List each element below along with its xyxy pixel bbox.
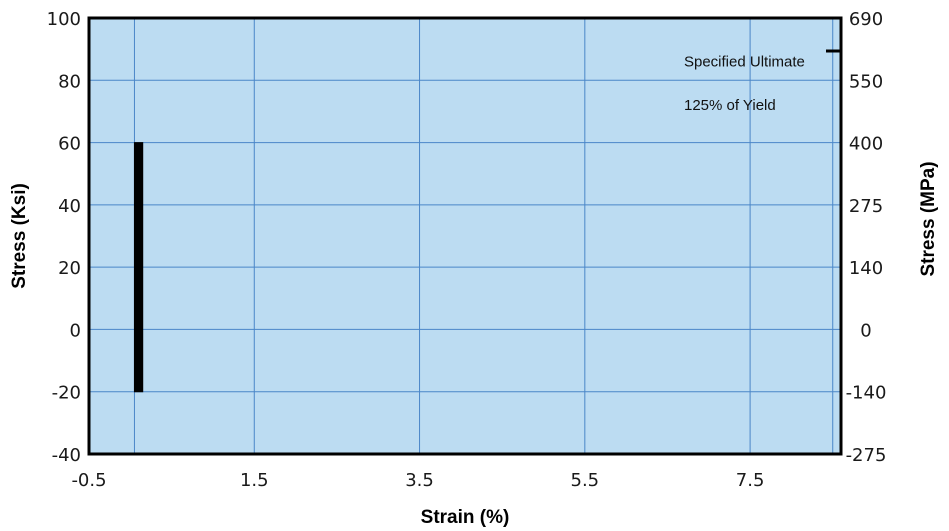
x-tick-label: 1.5 bbox=[240, 470, 269, 491]
plot-border bbox=[87, 16, 843, 456]
y2-axis-title: Stress (MPa) bbox=[918, 161, 939, 276]
x-axis-title: Strain (%) bbox=[421, 507, 510, 528]
y2-tick-label: 550 bbox=[849, 71, 883, 92]
annotation-label: Specified Ultimate bbox=[684, 53, 805, 70]
x-tick-label: 7.5 bbox=[736, 470, 765, 491]
x-tick-label: -0.5 bbox=[71, 470, 106, 491]
y2-tick-label: -140 bbox=[846, 383, 887, 404]
series-bar bbox=[133, 142, 144, 393]
y-tick-label: 100 bbox=[47, 9, 81, 30]
series-layer bbox=[133, 142, 144, 393]
plot-area bbox=[89, 18, 841, 454]
y-tick-label: -40 bbox=[52, 445, 81, 466]
y-tick-label: 0 bbox=[70, 320, 81, 341]
y2-tick-label: 275 bbox=[849, 196, 883, 217]
y2-tick-label: 140 bbox=[849, 258, 883, 279]
x-tick-label: 5.5 bbox=[571, 470, 600, 491]
y2-tick-label: 0 bbox=[860, 320, 871, 341]
y2-tick-label: -275 bbox=[846, 445, 887, 466]
y2-tick-label: 400 bbox=[849, 134, 883, 155]
y-tick-label: 20 bbox=[58, 258, 81, 279]
y-tick-label: 40 bbox=[58, 196, 81, 217]
annotation-label: 125% of Yield bbox=[684, 97, 776, 114]
y-tick-label: 60 bbox=[58, 134, 81, 155]
y2-tick-label: 690 bbox=[849, 9, 883, 30]
x-tick-label: 3.5 bbox=[405, 470, 434, 491]
y-tick-label: 80 bbox=[58, 71, 81, 92]
y-tick-label: -20 bbox=[52, 383, 81, 404]
tick-labels: -0.5 1.5 3.5 5.5 7.5 -40 -20 0 20 40 60 80 100 -275 -1… bbox=[47, 9, 887, 491]
annotations: Specified Ultimate 125% of Yield bbox=[684, 53, 805, 114]
y-axis-title: Stress (Ksi) bbox=[9, 183, 30, 289]
